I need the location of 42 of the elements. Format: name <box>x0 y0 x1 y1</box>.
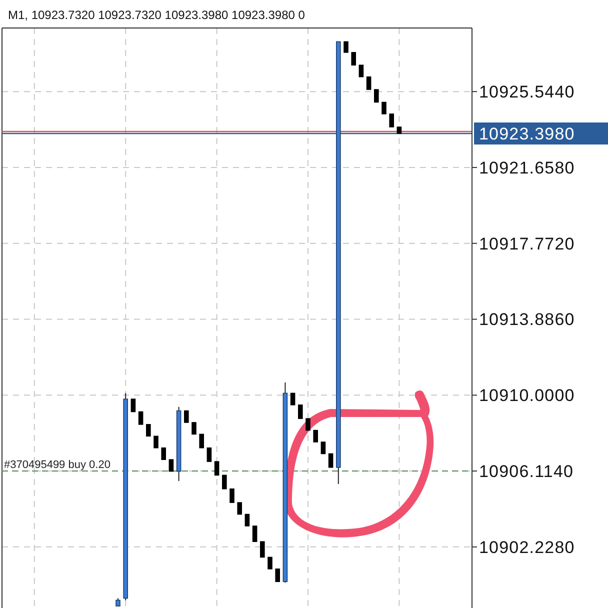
candlestick <box>222 474 227 490</box>
candlestick <box>298 404 303 419</box>
candlestick <box>214 461 220 476</box>
y-tick-label: 10902.2280 <box>479 538 575 557</box>
candlestick <box>130 398 136 412</box>
candlestick <box>146 424 151 437</box>
candlestick <box>313 430 318 442</box>
candlestick <box>366 76 372 90</box>
y-tick-label: 10925.5440 <box>479 82 575 102</box>
candlestick <box>138 411 144 425</box>
candlestick <box>192 422 196 435</box>
chart-title: M1, 10923.7320 10923.7320 10923.3980 10923.3980 0 <box>8 8 306 22</box>
candlestick <box>244 514 250 526</box>
ref-line-label: #370495499 buy 0.20 <box>4 459 110 472</box>
candlestick <box>184 410 189 423</box>
y-tick-label: 10921.6580 <box>479 158 575 178</box>
candlestick <box>320 442 326 454</box>
candlestick <box>230 488 234 503</box>
candlestick <box>268 556 272 570</box>
candlestick <box>382 102 386 114</box>
candlestick <box>237 502 242 515</box>
ref-line-label: 10923.3980 <box>479 124 575 144</box>
candlestick <box>275 568 280 582</box>
candlestick <box>306 418 310 431</box>
y-tick-label: 10910.0000 <box>479 386 575 406</box>
candlestick <box>389 114 394 128</box>
candlestick <box>328 453 334 468</box>
candlestick <box>290 392 296 406</box>
y-tick-label: 10917.7720 <box>479 234 575 254</box>
candlestick <box>358 64 364 78</box>
candlestick <box>252 526 258 542</box>
y-tick-label: 10906.1140 <box>479 462 574 482</box>
candlestick <box>168 459 174 472</box>
candlestick <box>260 541 265 558</box>
y-tick-label: 10913.8860 <box>479 310 575 330</box>
candlestick <box>374 89 379 103</box>
candlestick <box>206 447 212 462</box>
candlestick <box>344 41 348 53</box>
candlestick <box>161 447 166 460</box>
candlestick <box>351 52 356 66</box>
candlestick <box>154 436 158 448</box>
candlestick <box>199 434 204 448</box>
